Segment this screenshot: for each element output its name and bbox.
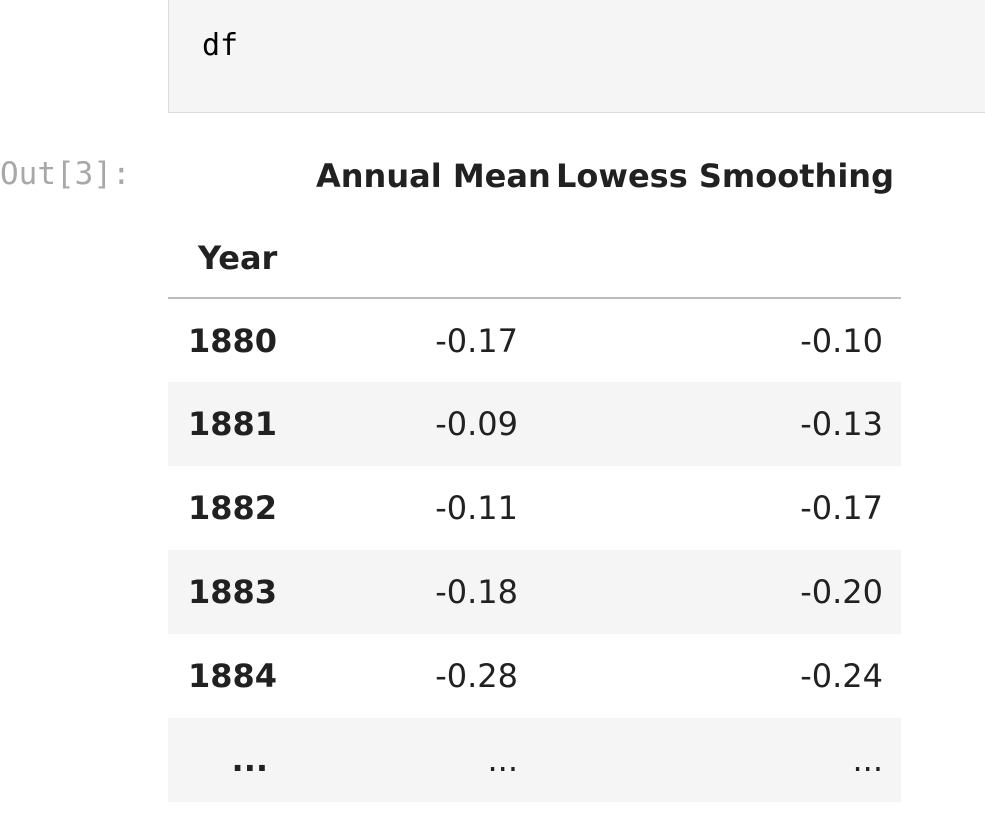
row-index: 1882 bbox=[188, 489, 278, 527]
table-row: 1882 -0.11 -0.17 bbox=[168, 466, 901, 550]
column-header-lowess-smoothing: Lowess Smoothing bbox=[556, 157, 894, 195]
table-row: 1881 -0.09 -0.13 bbox=[168, 382, 901, 466]
row-index: ... bbox=[231, 741, 268, 779]
corner-cell bbox=[168, 134, 296, 218]
cell-annual-mean: -0.11 bbox=[435, 489, 518, 527]
cell-lowess-smoothing: -0.24 bbox=[800, 657, 883, 695]
cell-annual-mean: -0.17 bbox=[435, 321, 518, 360]
row-index: 1880 bbox=[188, 321, 278, 360]
cell-lowess-smoothing: -0.13 bbox=[800, 405, 883, 443]
cell-lowess-smoothing: ... bbox=[852, 741, 883, 779]
index-name: Year bbox=[168, 218, 296, 299]
cell-lowess-smoothing: -0.10 bbox=[800, 321, 883, 360]
cell-lowess-smoothing: -0.17 bbox=[800, 489, 883, 527]
output-prompt: Out[3]: bbox=[0, 156, 131, 192]
index-name-row: Year bbox=[168, 218, 901, 299]
cell-annual-mean: -0.28 bbox=[435, 657, 518, 695]
table-row: 1884 -0.28 -0.24 bbox=[168, 634, 901, 718]
table-row: ... ... ... bbox=[168, 718, 901, 802]
index-name-spacer bbox=[296, 218, 536, 299]
column-header-annual-mean: Annual Mean bbox=[316, 157, 551, 195]
cell-annual-mean: ... bbox=[487, 741, 518, 779]
cell-annual-mean: -0.09 bbox=[435, 405, 518, 443]
cell-annual-mean: -0.18 bbox=[435, 573, 518, 611]
code-text[interactable]: df bbox=[202, 28, 239, 63]
table-row: 1883 -0.18 -0.20 bbox=[168, 550, 901, 634]
index-name-spacer bbox=[536, 218, 901, 299]
column-header-row: Annual Mean Lowess Smoothing bbox=[168, 134, 901, 218]
dataframe-table: Annual Mean Lowess Smoothing Year 1880 -… bbox=[168, 134, 901, 802]
code-input-cell[interactable]: df bbox=[168, 0, 985, 113]
row-index: 1884 bbox=[188, 657, 278, 695]
row-index: 1883 bbox=[188, 573, 278, 611]
cell-lowess-smoothing: -0.20 bbox=[800, 573, 883, 611]
table-row: 1880 -0.17 -0.10 bbox=[168, 298, 901, 382]
row-index: 1881 bbox=[188, 405, 278, 443]
